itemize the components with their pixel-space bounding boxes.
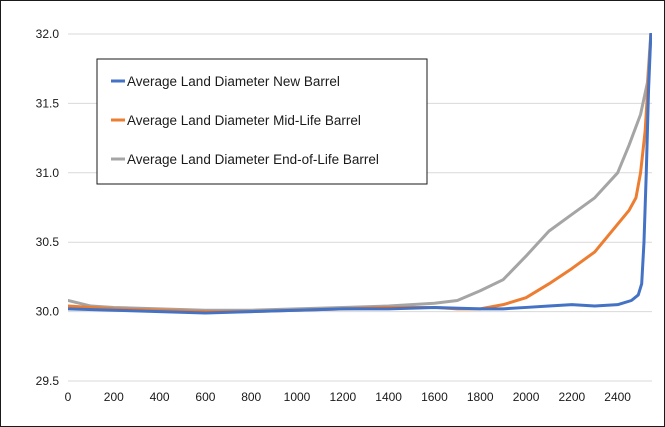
x-tick-label: 1000 xyxy=(284,390,311,404)
series-line-1 xyxy=(68,33,652,315)
legend-label: Average Land Diameter End-of-Life Barrel xyxy=(127,152,379,167)
y-tick-label: 29.5 xyxy=(36,374,60,388)
x-tick-label: 0 xyxy=(65,390,72,404)
y-tick-label: 32.0 xyxy=(36,27,60,41)
x-tick-label: 1200 xyxy=(329,390,356,404)
x-tick-label: 1600 xyxy=(421,390,448,404)
x-tick-label: 400 xyxy=(150,390,170,404)
x-tick-label: 600 xyxy=(195,390,215,404)
legend-label: Average Land Diameter New Barrel xyxy=(127,74,340,89)
x-tick-label: 2000 xyxy=(513,390,540,404)
legend-label: Average Land Diameter Mid-Life Barrel xyxy=(127,113,361,128)
x-tick-label: 2200 xyxy=(558,390,585,404)
x-tick-label: 800 xyxy=(241,390,261,404)
y-tick-label: 31.0 xyxy=(36,166,60,180)
x-tick-label: 2400 xyxy=(604,390,631,404)
y-tick-label: 30.0 xyxy=(36,305,60,319)
legend-box xyxy=(96,58,428,185)
x-tick-label: 200 xyxy=(104,390,124,404)
x-tick-label: 1800 xyxy=(467,390,494,404)
y-tick-label: 31.5 xyxy=(36,96,60,110)
y-tick-label: 30.5 xyxy=(36,235,60,249)
x-tick-label: 1400 xyxy=(375,390,402,404)
